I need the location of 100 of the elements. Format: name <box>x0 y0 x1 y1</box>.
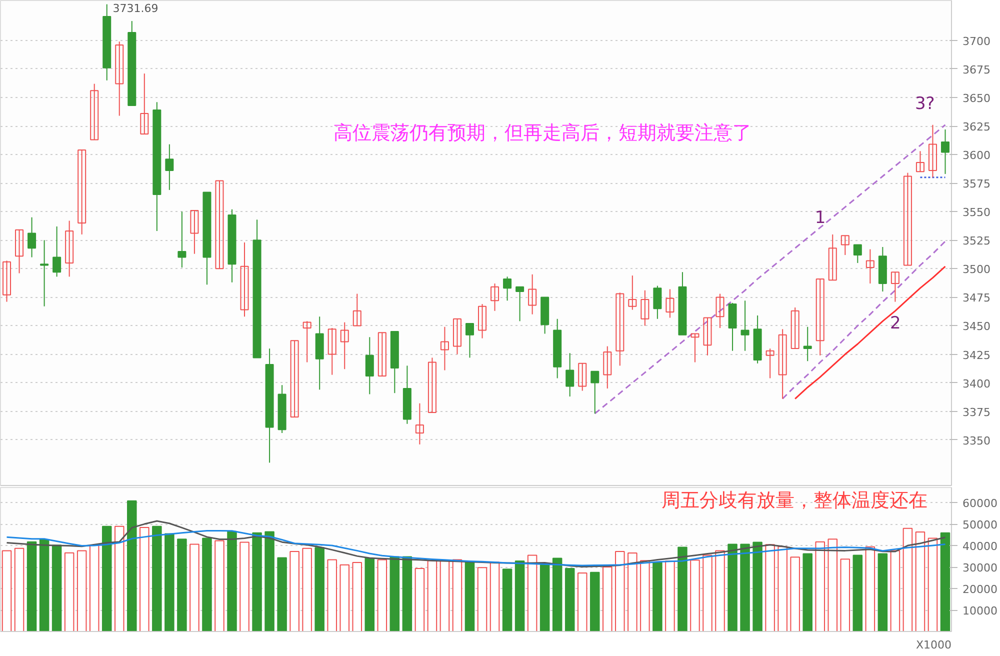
bar <box>264 531 274 632</box>
candlestick <box>790 306 800 350</box>
candlestick <box>78 149 86 235</box>
bar <box>752 542 762 632</box>
y-tick-label: 3400 <box>962 377 990 390</box>
candlestick <box>478 304 487 339</box>
candlestick <box>653 285 662 320</box>
candlestick <box>140 73 149 135</box>
y-tick-label: 20000 <box>962 583 998 596</box>
candlestick <box>916 150 924 172</box>
bar <box>440 560 450 632</box>
bar <box>26 541 37 632</box>
bar <box>890 550 900 632</box>
y-tick-label: 3500 <box>962 263 990 276</box>
candlestick <box>352 293 362 326</box>
candlestick <box>2 260 12 302</box>
bar <box>277 557 287 632</box>
y-tick-label: 3600 <box>962 149 990 162</box>
annotation: 3731.69 <box>112 2 158 16</box>
candlestick <box>165 144 174 190</box>
candlestick <box>866 248 874 284</box>
candlestick <box>928 124 937 178</box>
bar <box>915 531 926 632</box>
candlestick <box>728 302 737 352</box>
candlestick <box>302 320 312 363</box>
bar <box>815 541 825 632</box>
y-tick-label: 50000 <box>962 518 998 532</box>
bar <box>790 556 800 632</box>
bar <box>190 544 200 632</box>
bar <box>602 566 612 632</box>
candlestick <box>578 362 587 392</box>
bar <box>628 552 638 632</box>
candlestick <box>766 348 774 379</box>
line-series <box>794 266 946 400</box>
bar <box>302 548 312 632</box>
bar <box>577 572 588 632</box>
bar <box>202 538 212 632</box>
candlestick <box>566 352 574 397</box>
bar <box>76 550 87 632</box>
bar <box>340 564 350 632</box>
bar <box>327 559 337 632</box>
bar <box>678 546 688 632</box>
candlestick <box>603 346 612 389</box>
bar <box>240 542 250 632</box>
candlestick <box>940 128 950 174</box>
bar <box>314 547 324 632</box>
candlestick <box>490 283 500 312</box>
candlestick <box>328 328 336 376</box>
line-series <box>6 530 946 566</box>
candlestick <box>90 83 99 140</box>
y-tick-label: 3625 <box>962 120 990 134</box>
bar <box>152 526 162 632</box>
bar <box>702 554 712 632</box>
y-tick-label: 40000 <box>962 540 998 554</box>
bar <box>928 538 938 632</box>
candlestick <box>240 242 249 318</box>
y-tick-label: 3475 <box>962 292 990 305</box>
candlestick <box>528 274 537 315</box>
bar <box>52 544 62 632</box>
candlestick <box>703 317 712 356</box>
candlestick <box>640 290 650 326</box>
candlestick <box>840 235 850 256</box>
candlestick <box>115 41 124 116</box>
bar <box>102 526 112 632</box>
y-tick-label: 3425 <box>962 348 990 362</box>
bar <box>377 559 388 632</box>
bar <box>252 532 262 632</box>
annotation: 周五分歧有放量，整体温度还在 <box>662 489 928 512</box>
bar <box>527 554 538 632</box>
bar <box>364 558 375 632</box>
bar <box>490 562 500 632</box>
candlestick <box>452 318 462 355</box>
bar <box>728 544 738 632</box>
bar <box>840 558 850 632</box>
bar <box>652 562 662 632</box>
candlestick <box>40 240 49 307</box>
bar <box>540 564 550 632</box>
annotation: 高位震荡仍有预期，但再走高后，短期就要注意了 <box>333 122 752 144</box>
bar <box>164 533 174 632</box>
candlestick <box>828 234 837 281</box>
candlestick <box>628 275 637 310</box>
bar <box>39 539 50 632</box>
candlestick <box>465 322 474 358</box>
candlestick <box>853 244 862 264</box>
annotation: 1 <box>814 208 826 228</box>
annotation: 3? <box>914 94 935 114</box>
bar <box>464 562 475 632</box>
bar <box>427 560 438 632</box>
bar <box>114 526 124 632</box>
bar <box>514 560 525 632</box>
bar <box>502 568 512 632</box>
candlestick <box>415 402 424 445</box>
bar <box>740 544 750 632</box>
y-tick-label: 10000 <box>962 604 998 618</box>
candlestick <box>740 300 750 352</box>
candlestick <box>803 326 812 362</box>
candlestick <box>65 220 74 278</box>
bar <box>802 553 812 632</box>
candlestick <box>516 286 524 322</box>
candlestick <box>178 211 186 268</box>
